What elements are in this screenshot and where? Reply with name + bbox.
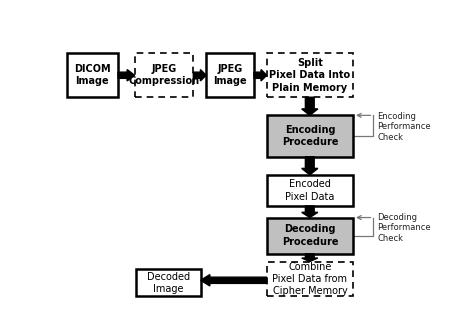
Text: Encoded
Pixel Data: Encoded Pixel Data [285, 179, 335, 202]
FancyBboxPatch shape [135, 53, 193, 97]
Text: Decoding
Procedure: Decoding Procedure [282, 224, 338, 247]
FancyBboxPatch shape [267, 175, 353, 206]
Text: Encoding
Performance
Check: Encoding Performance Check [377, 112, 431, 142]
Polygon shape [118, 70, 135, 81]
Text: JPEG
Image: JPEG Image [213, 64, 247, 86]
FancyBboxPatch shape [267, 261, 353, 296]
Text: JPEG
Compression: JPEG Compression [128, 64, 200, 86]
Text: DICOM
Image: DICOM Image [74, 64, 110, 86]
Polygon shape [301, 206, 318, 217]
FancyBboxPatch shape [267, 115, 353, 157]
Polygon shape [301, 157, 318, 175]
FancyBboxPatch shape [66, 53, 118, 97]
FancyBboxPatch shape [267, 217, 353, 254]
FancyBboxPatch shape [206, 53, 254, 97]
Text: Encoding
Procedure: Encoding Procedure [282, 125, 338, 147]
Polygon shape [301, 97, 318, 115]
Polygon shape [254, 70, 267, 81]
Text: Decoding
Performance
Check: Decoding Performance Check [377, 213, 431, 243]
Polygon shape [193, 70, 206, 81]
Text: Split
Pixel Data Into
Plain Memory: Split Pixel Data Into Plain Memory [269, 58, 351, 93]
Text: Combine
Pixel Data from
Cipher Memory: Combine Pixel Data from Cipher Memory [273, 262, 347, 296]
Text: Decoded
Image: Decoded Image [147, 272, 190, 294]
Polygon shape [301, 254, 318, 261]
Polygon shape [201, 275, 267, 286]
FancyBboxPatch shape [267, 53, 353, 97]
FancyBboxPatch shape [137, 269, 201, 296]
